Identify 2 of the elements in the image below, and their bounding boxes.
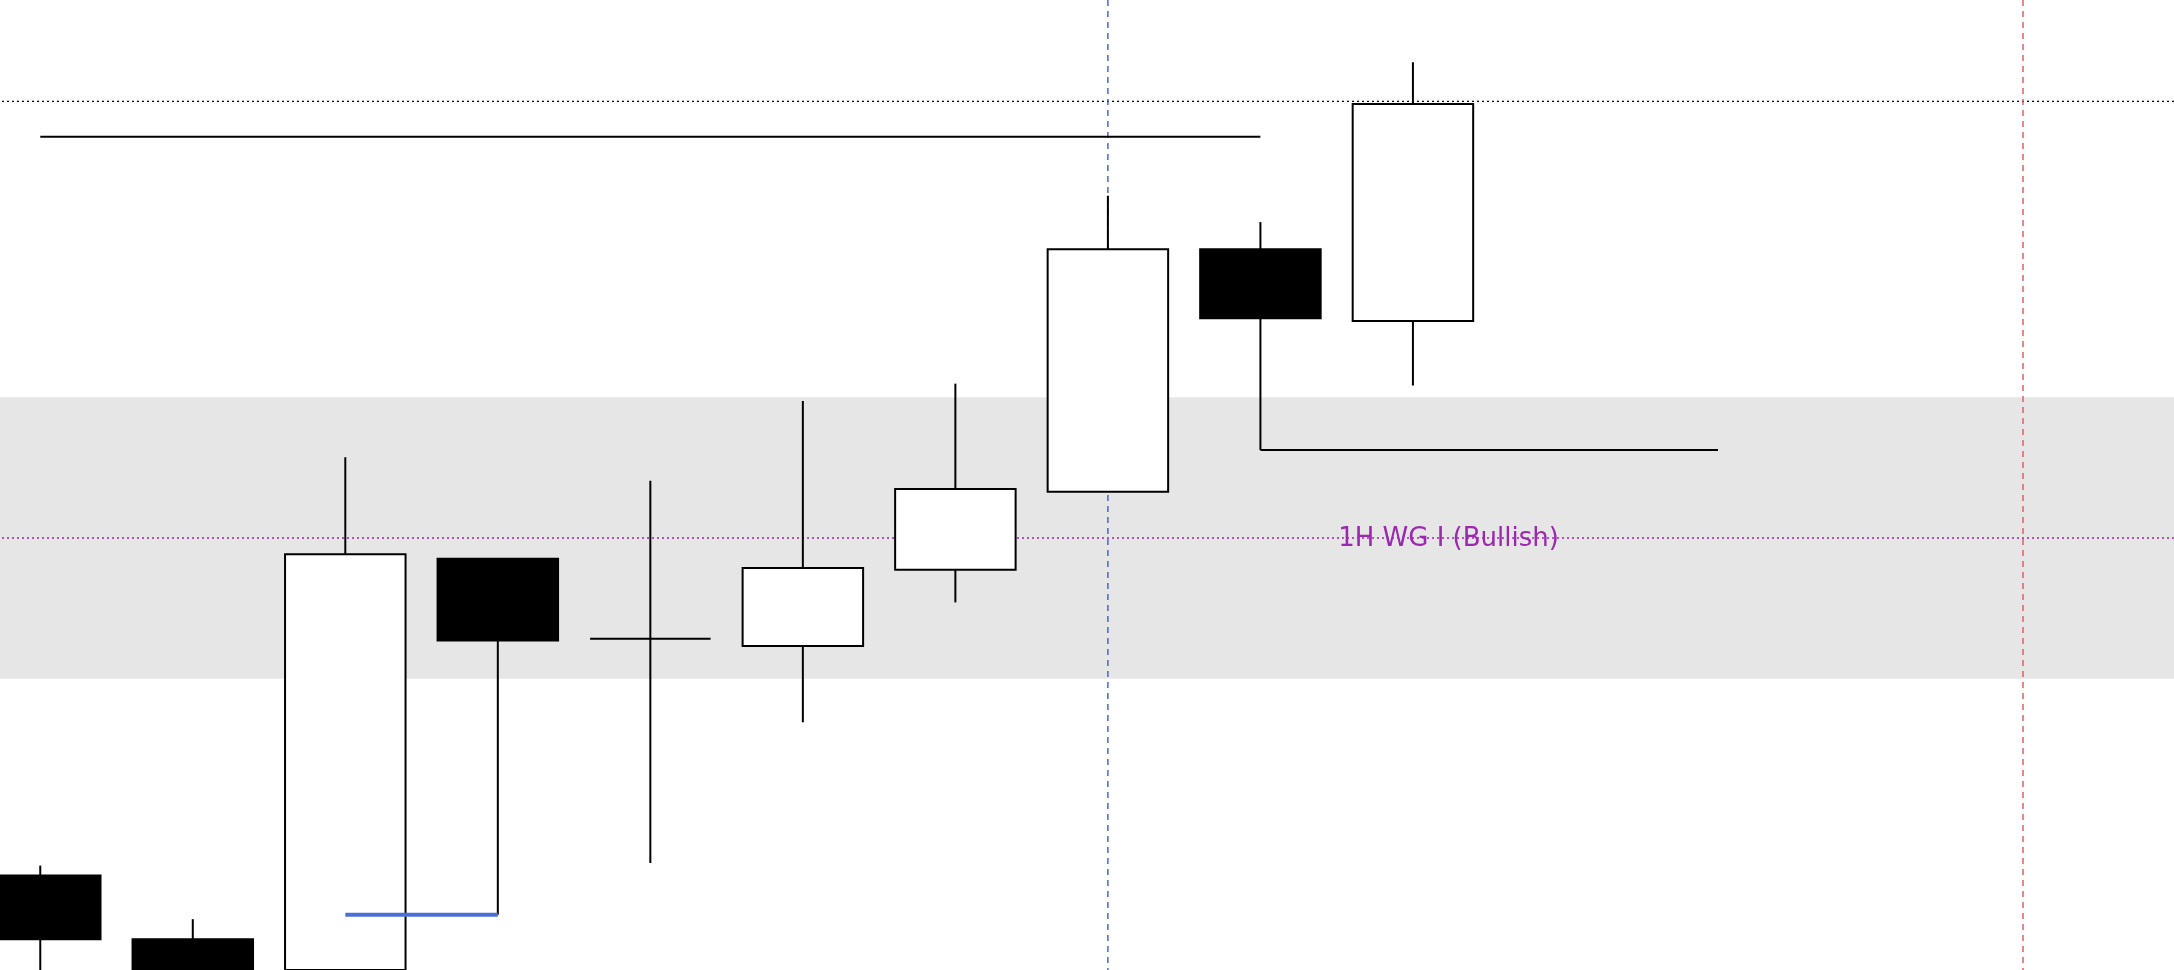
candlestick (589, 479, 712, 864)
ref-line-label: 1H WG I (Bullish) (1338, 521, 1559, 552)
